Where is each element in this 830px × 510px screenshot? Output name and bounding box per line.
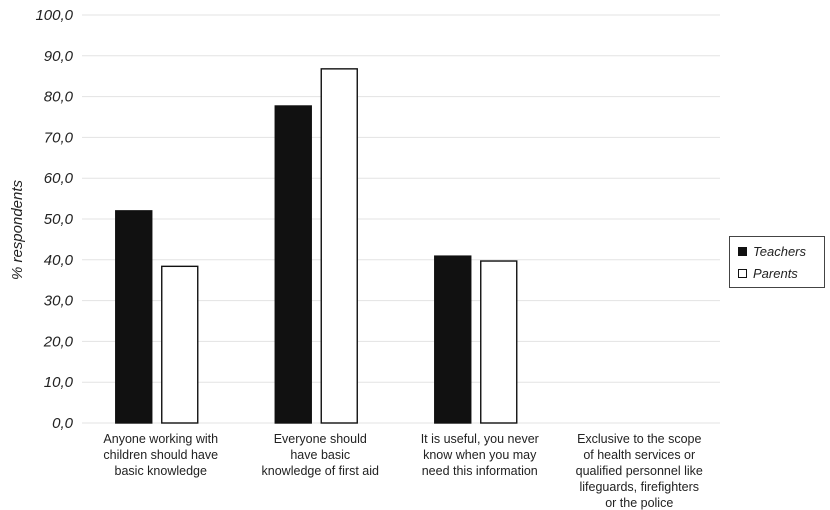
y-tick-label: 30,0 — [44, 293, 74, 310]
legend: Teachers Parents — [729, 236, 825, 288]
y-tick-label: 90,0 — [44, 48, 74, 65]
legend-swatch-parents — [738, 268, 747, 278]
y-tick-label: 70,0 — [44, 129, 74, 146]
bar-teachers-1 — [115, 210, 153, 424]
y-tick-label: 50,0 — [44, 211, 74, 228]
y-tick-label: 10,0 — [44, 374, 74, 391]
y-tick-label: 80,0 — [44, 89, 74, 106]
legend-label-parents: Parents — [753, 265, 798, 281]
category-label-3: It is useful, you never know when you may… — [421, 432, 539, 478]
y-tick-label: 40,0 — [44, 252, 74, 269]
bar-parents-1 — [161, 265, 199, 424]
legend-swatch-teachers — [738, 246, 747, 256]
category-label-2: Everyone should have basic knowledge of fi… — [262, 432, 379, 478]
bar-parents-2 — [320, 68, 358, 424]
y-tick-label: 60,0 — [44, 170, 74, 187]
y-tick-label: 20,0 — [43, 333, 74, 350]
bar-teachers-3 — [434, 255, 472, 424]
legend-label-teachers: Teachers — [753, 243, 806, 259]
y-axis-ticks: 0,0 10,0 20,0 30,0 40,0 50,0 60,0 70,0 80,0 90,0 1… — [35, 7, 73, 432]
bar-parents-3 — [480, 260, 518, 424]
bar-teachers-2 — [274, 105, 312, 424]
legend-item-teachers: Teachers — [738, 243, 806, 259]
y-tick-label: 0,0 — [52, 415, 74, 432]
y-axis-label: % respondents — [9, 179, 26, 280]
category-label-1: Anyone working with children should have b… — [103, 432, 218, 478]
category-labels: Anyone working with children should have b… — [103, 432, 702, 510]
legend-item-parents: Parents — [738, 265, 798, 281]
bars — [115, 68, 518, 424]
y-tick-label: 100,0 — [35, 7, 73, 24]
category-label-4: Exclusive to the scope of health services… — [576, 432, 703, 510]
